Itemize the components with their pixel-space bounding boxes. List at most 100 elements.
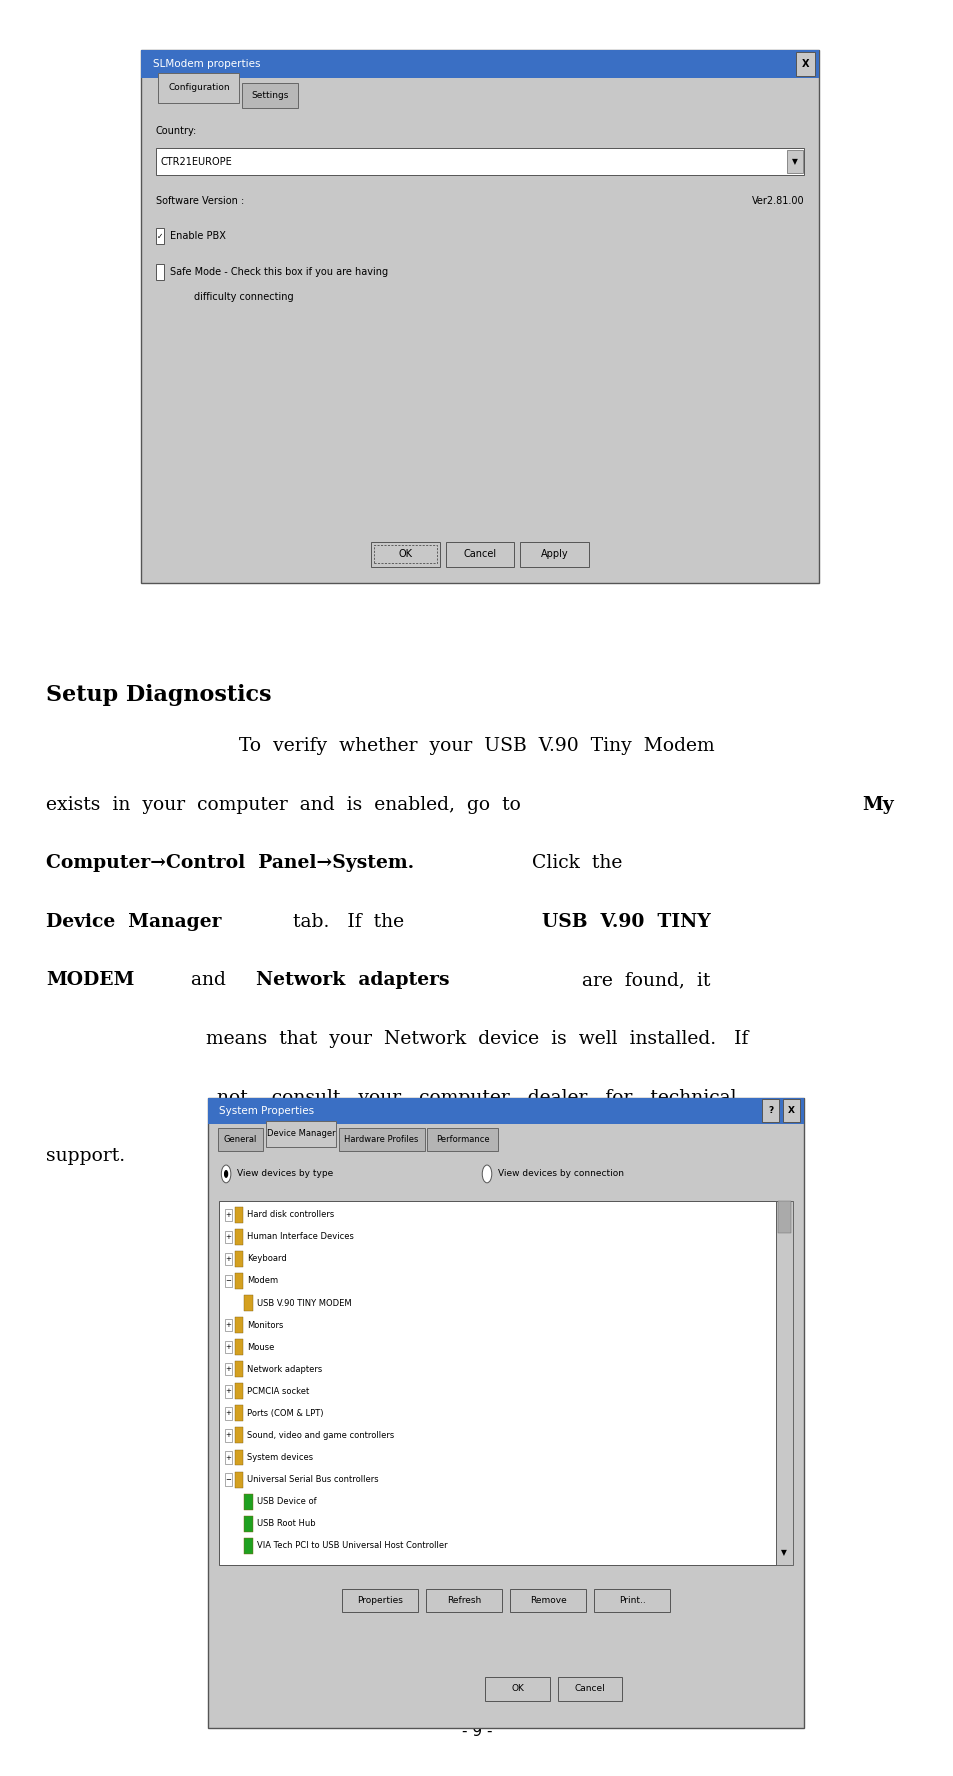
Text: Ver2.81.00: Ver2.81.00 [751,195,803,206]
Bar [158,73,239,103]
Bar [155,265,164,281]
Bar [217,1128,263,1151]
Text: X: X [787,1106,795,1115]
Text: USB Root Hub: USB Root Hub [256,1518,314,1527]
Text: My: My [862,796,893,813]
Bar [244,1515,253,1531]
Text: Country:: Country: [155,126,196,137]
Circle shape [224,1170,228,1177]
Text: tab.   If  the: tab. If the [281,913,416,931]
Text: System Properties: System Properties [219,1106,314,1115]
Bar [795,52,814,76]
Bar [234,1405,243,1421]
Bar [775,1201,792,1565]
Text: MODEM: MODEM [46,971,134,989]
Text: VIA Tech PCI to USB Universal Host Controller: VIA Tech PCI to USB Universal Host Contr… [256,1542,447,1550]
Bar [225,1231,232,1243]
Bar [234,1449,243,1465]
Text: Hard disk controllers: Hard disk controllers [247,1209,334,1220]
Bar [777,1201,790,1233]
Text: Human Interface Devices: Human Interface Devices [247,1233,354,1241]
Text: USB  V.90  TINY: USB V.90 TINY [541,913,710,931]
Bar [234,1273,243,1289]
Text: and: and [179,971,238,989]
Text: System devices: System devices [247,1453,313,1462]
Text: Apply: Apply [540,549,567,559]
Text: ▼: ▼ [791,156,797,167]
Bar [234,1360,243,1376]
Bar [519,542,588,567]
Bar [244,1494,253,1510]
Text: not,   consult   your   computer   dealer   for   technical: not, consult your computer dealer for te… [217,1089,736,1106]
Bar [338,1128,424,1151]
Bar [208,1098,803,1728]
Bar [219,1201,775,1565]
Text: Network adapters: Network adapters [247,1364,322,1375]
Text: Settings: Settings [251,91,289,101]
Text: +: + [225,1389,232,1394]
Text: exists  in  your  computer  and  is  enabled,  go  to: exists in your computer and is enabled, … [46,796,532,813]
Bar [244,1295,253,1311]
Bar [484,1677,549,1701]
Bar [225,1209,232,1222]
Bar [234,1208,243,1224]
Text: To  verify  whether  your  USB  V.90  Tiny  Modem: To verify whether your USB V.90 Tiny Mod… [239,737,714,755]
Text: OK: OK [511,1684,523,1694]
Bar [141,50,818,78]
Text: Print..: Print.. [618,1595,645,1606]
Text: +: + [225,1433,232,1439]
Text: X: X [801,59,808,69]
Text: Universal Serial Bus controllers: Universal Serial Bus controllers [247,1476,378,1485]
Bar [225,1430,232,1442]
Text: Properties: Properties [356,1595,403,1606]
Bar [427,1128,497,1151]
Text: +: + [225,1410,232,1417]
Text: Configuration: Configuration [168,83,230,92]
Text: +: + [225,1321,232,1328]
Bar [425,1590,501,1613]
Bar [445,542,514,567]
Bar [155,229,164,245]
Bar [225,1407,232,1419]
Bar [266,1121,335,1147]
Text: View devices by connection: View devices by connection [497,1169,623,1179]
Bar [225,1252,232,1265]
Bar [761,1099,779,1122]
Bar [782,1099,800,1122]
Text: +: + [225,1455,232,1460]
Bar [234,1250,243,1266]
Text: PCMCIA socket: PCMCIA socket [247,1387,309,1396]
Text: ▲: ▲ [781,1208,786,1218]
Text: means  that  your  Network  device  is  well  installed.   If: means that your Network device is well i… [206,1030,747,1048]
Text: Modem: Modem [247,1277,278,1286]
Bar [244,1538,253,1554]
Bar [234,1472,243,1488]
Text: Safe Mode - Check this box if you are having: Safe Mode - Check this box if you are ha… [170,266,388,277]
Bar [374,545,436,563]
Text: difficulty connecting: difficulty connecting [193,291,293,302]
Text: USB Device of: USB Device of [256,1497,316,1506]
Bar [225,1362,232,1375]
Bar [225,1320,232,1332]
Text: View devices by type: View devices by type [236,1169,333,1179]
Circle shape [482,1165,492,1183]
Text: General: General [224,1135,256,1144]
Text: OK: OK [398,549,412,559]
Bar [225,1451,232,1463]
Text: Performance: Performance [436,1135,489,1144]
Text: +: + [225,1366,232,1373]
Bar [786,151,802,174]
Text: +: + [225,1211,232,1218]
Text: support.: support. [46,1147,125,1165]
Text: +: + [225,1256,232,1263]
Bar [234,1428,243,1444]
Bar [225,1385,232,1398]
Text: Monitors: Monitors [247,1321,283,1330]
Text: Device Manager: Device Manager [267,1130,335,1138]
Text: SLModem properties: SLModem properties [152,59,260,69]
Bar [234,1384,243,1399]
Text: Sound, video and game controllers: Sound, video and game controllers [247,1431,394,1440]
Bar [155,149,803,176]
Text: −: − [225,1279,232,1284]
Text: Click  the: Click the [519,854,621,872]
